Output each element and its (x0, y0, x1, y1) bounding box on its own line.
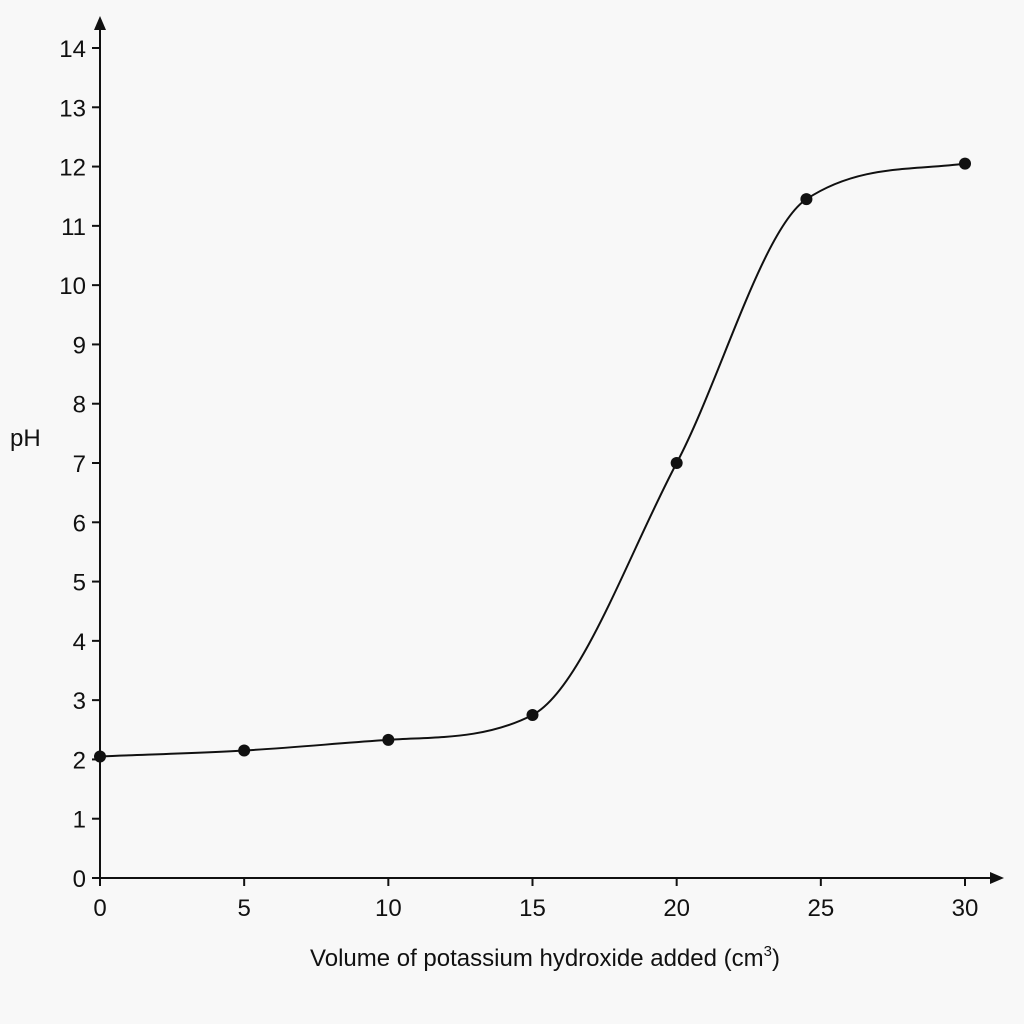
x-axis-title-superscript: 3 (764, 943, 772, 960)
y-axis-title: pH (10, 425, 41, 452)
data-point (238, 744, 251, 757)
data-point (670, 457, 683, 469)
y-tick-label: 8 (73, 392, 86, 419)
x-tick-label: 20 (663, 895, 690, 922)
x-ticks: 0 5 10 15 20 25 30 (93, 878, 978, 922)
x-axis-arrowhead (990, 872, 1004, 884)
y-axis-arrowhead (94, 16, 106, 30)
data-point (800, 193, 813, 206)
x-tick-label: 5 (237, 895, 250, 922)
y-tick-label: 12 (59, 155, 86, 182)
x-tick-label: 10 (375, 895, 402, 922)
y-tick-label: 7 (73, 451, 86, 478)
data-points (94, 157, 971, 763)
ph-curve (99, 162, 966, 758)
y-tick-label: 4 (73, 629, 86, 656)
data-point (959, 157, 971, 170)
y-tick-label: 14 (59, 36, 86, 63)
x-tick-label: 0 (93, 895, 106, 922)
axes (94, 16, 1004, 884)
data-point (382, 733, 395, 746)
y-tick-label: 11 (61, 214, 86, 241)
data-point (94, 750, 106, 763)
y-tick-label: 3 (73, 688, 86, 715)
x-axis-title-suffix: ) (772, 945, 780, 972)
x-tick-label: 30 (952, 895, 979, 922)
y-tick-label: 5 (73, 570, 86, 597)
y-tick-label: 10 (59, 273, 86, 300)
y-tick-label: 13 (59, 95, 86, 122)
x-tick-label: 15 (519, 895, 546, 922)
x-tick-label: 25 (807, 895, 834, 922)
x-axis-title-main: Volume of potassium hydroxide added (cm (310, 945, 764, 972)
y-tick-label: 6 (73, 510, 86, 537)
y-tick-label: 2 (73, 747, 86, 774)
y-tick-label: 0 (73, 866, 86, 893)
data-point (526, 708, 539, 721)
y-tick-label: 9 (73, 332, 86, 359)
y-tick-label: 1 (73, 807, 86, 834)
x-axis-title: Volume of potassium hydroxide added (cm3… (310, 943, 780, 972)
